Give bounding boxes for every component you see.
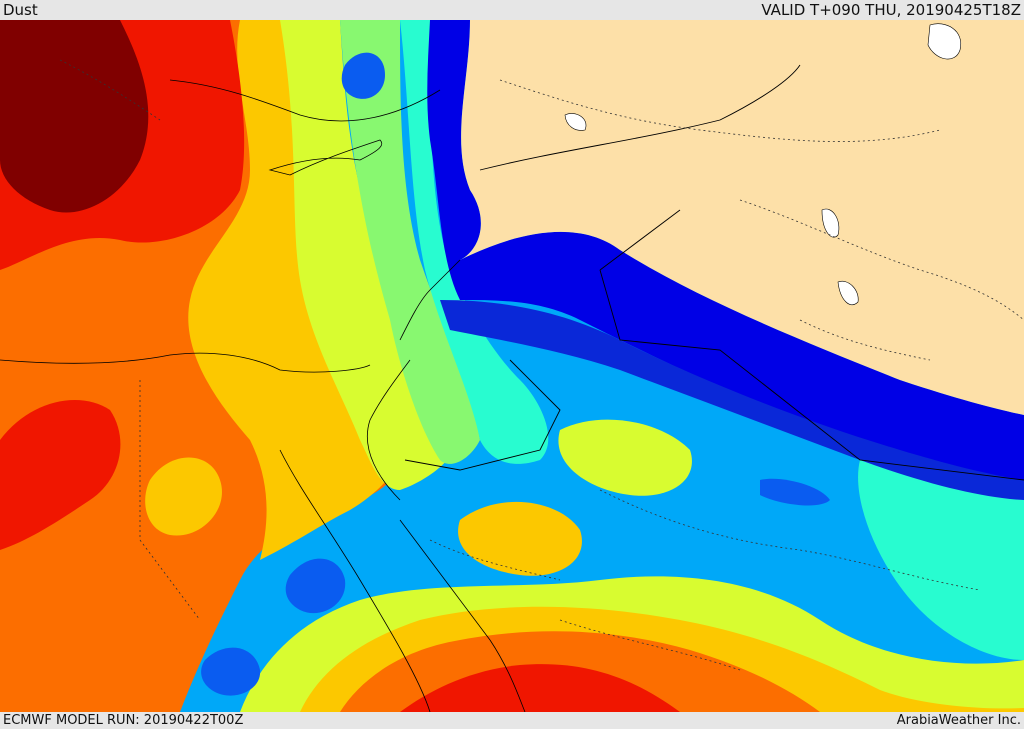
field-level-8-westpatch xyxy=(145,457,222,536)
field-level-1-band xyxy=(427,20,1024,490)
lake-habbaniyah xyxy=(837,280,859,306)
borders xyxy=(404,64,1024,481)
credit-text: ArabiaWeather Inc. xyxy=(896,713,1021,728)
lake-assad xyxy=(564,113,587,131)
valid-time: VALID T+090 THU, 20190425T18Z xyxy=(761,1,1021,19)
field-level-4-south-blob xyxy=(285,558,346,614)
field-level-11-west xyxy=(0,20,149,213)
coastlines xyxy=(0,79,526,712)
dust-map[interactable] xyxy=(0,20,1024,712)
map-title: Dust xyxy=(3,1,38,19)
internal-boundaries xyxy=(59,59,1024,671)
bottom-bar: ECMWF MODEL RUN: 20190422T00Z ArabiaWeat… xyxy=(0,712,1024,729)
lake-tharthar xyxy=(821,208,840,238)
lake-van xyxy=(927,23,962,60)
land-nodata-northeast xyxy=(460,20,1024,415)
field-level-10-westmid xyxy=(0,400,121,550)
field-level-8-west xyxy=(188,20,409,560)
field-level-7-patch-mid xyxy=(558,419,692,496)
field-level-4-sw-blob xyxy=(201,647,261,696)
field-level-6-center xyxy=(340,20,480,464)
field-level-10-south xyxy=(400,664,680,712)
field-level-4-nw-blob xyxy=(341,52,385,99)
field-level-8-patch-mid xyxy=(458,501,582,576)
model-run: ECMWF MODEL RUN: 20190422T00Z xyxy=(3,713,244,728)
field-level-5-center xyxy=(400,20,549,464)
top-bar: Dust VALID T+090 THU, 20190425T18Z xyxy=(0,0,1024,20)
field-level-4-east-blob xyxy=(760,478,830,506)
field-level-5-east xyxy=(858,443,1024,660)
field-level-2-band xyxy=(440,300,1024,500)
